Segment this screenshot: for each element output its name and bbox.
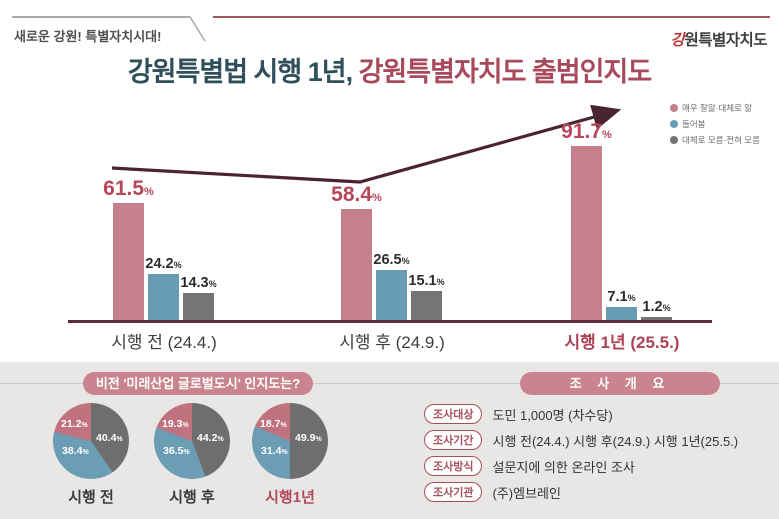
bar-unknown-one-year [641,317,672,320]
title-part-2: 강원특별자치도 출범인지도 [358,57,653,87]
survey-badge-method: 조사방식 [424,456,483,476]
legend-dot-heard [670,120,678,128]
survey-row-target: 조사대상 도민 1,000명 (차수당) [424,401,738,427]
survey-overview: 조사대상 도민 1,000명 (차수당) 조사기간 시행 전(24.4.) 시행… [424,401,738,505]
survey-badge-agency: 조사기관 [424,482,483,502]
bar-unknown-before [183,292,214,320]
pie-caption-after: 시행 후 [169,489,215,506]
page-title: 강원특별법 시행 1년, 강원특별자치도 출범인지도 [0,50,779,89]
pie-block-one-year: 18.7% 31.4% 49.9% 시행1년 [240,403,340,507]
legend-item-know: 매우 잘앎·대체로 앎 [670,102,760,114]
bar-col: 1.2% [641,299,672,320]
bar-col: 91.7% [561,120,612,320]
legend-dot-know [670,104,678,112]
bar-know-before [113,203,144,320]
x-label-before: 시행 전 (24.4.) [111,333,217,352]
survey-badge-period: 조사기간 [424,430,483,450]
legend-item-heard: 들어봄 [670,118,760,130]
bar-col: 7.1% [606,289,637,320]
survey-value-agency: (주)엠브레인 [492,485,561,501]
bar-col: 24.2% [145,256,182,320]
bar-value: 26.5% [373,251,410,268]
bar-col: 61.5% [103,177,154,320]
bar-value: 1.2% [642,299,671,315]
survey-row-agency: 조사기관 (주)엠브레인 [424,479,738,505]
pie-block-after: 19.3% 36.5% 44.2% 시행 후 [142,403,242,507]
x-label-one-year: 시행 1년 (25.5.) [564,333,680,352]
gangwon-logo: 강원특별자치도 [670,28,768,50]
legend-dot-unknown [670,136,678,144]
pie-value-unknown: 44.2% [197,432,224,444]
bar-chart: 매우 잘앎·대체로 앎 들어봄 대체로 모름·전혀 모름 61.5% 24.2% [0,100,779,362]
logo-rest: 원특별자치도 [684,32,767,49]
pie-value-heard: 38.4% [62,445,89,457]
logo-first-char: 강 [670,32,685,49]
pie-value-know: 21.2% [61,418,88,430]
pie-block-before: 21.2% 38.4% 40.4% 시행 전 [41,403,141,507]
pie-value-know: 18.7% [260,418,287,430]
pie-caption-before: 시행 전 [68,489,114,506]
title-part-1: 강원특별법 시행 1년, [127,57,359,87]
bar-group-before: 61.5% 24.2% 14.3% [103,177,217,320]
pie-caption-one-year: 시행1년 [265,489,315,506]
divider-line [0,383,779,384]
survey-badge-target: 조사대상 [424,404,483,424]
pie-chart-after: 19.3% 36.5% 44.2% [154,403,230,479]
bar-heard-after [376,269,407,320]
tagline: 새로운 강원! 특별자치시대! [14,29,162,44]
legend-label-unknown: 대체로 모름·전혀 모름 [682,135,760,145]
pie-value-heard: 31.4% [261,445,288,457]
bar-value: 91.7% [561,119,612,143]
bar-value: 15.1% [408,273,445,290]
survey-row-period: 조사기간 시행 전(24.4.) 시행 후(24.9.) 시행 1년(25.5.… [424,427,738,453]
pie-value-heard: 36.5% [163,445,190,457]
vision-header-pill: 비전 '미래산업 글로벌도시' 인지도는? [83,372,313,395]
bar-unknown-after [411,291,442,320]
bar-value: 14.3% [180,274,217,291]
survey-row-method: 조사방식 설문지에 의한 온라인 조사 [424,453,738,479]
bar-value: 61.5% [103,177,154,201]
x-label-after: 시행 후 (24.9.) [339,333,445,352]
pie-chart-before: 21.2% 38.4% 40.4% [53,403,129,479]
bar-group-after: 58.4% 26.5% 15.1% [331,183,445,320]
bar-group-one-year: 91.7% 7.1% 1.2% [561,120,672,320]
pie-value-unknown: 49.9% [295,432,322,444]
bar-col: 58.4% [331,183,382,320]
header-accent-lines [12,16,770,42]
pie-value-know: 19.3% [162,418,189,430]
chart-legend: 매우 잘앎·대체로 앎 들어봄 대체로 모름·전혀 모름 [670,102,760,150]
survey-value-period: 시행 전(24.4.) 시행 후(24.9.) 시행 1년(25.5.) [492,433,739,449]
survey-value-method: 설문지에 의한 온라인 조사 [492,459,635,475]
bar-value: 7.1% [607,288,636,305]
survey-value-target: 도민 1,000명 (차수당) [492,407,613,423]
legend-label-know: 매우 잘앎·대체로 앎 [682,103,753,113]
pie-value-unknown: 40.4% [96,432,123,444]
bottom-panel: 비전 '미래산업 글로벌도시' 인지도는? 조 사 개 요 21.2% 38.4… [0,362,779,519]
pie-chart-one-year: 18.7% 31.4% 49.9% [252,403,328,479]
bar-col: 26.5% [373,251,410,320]
bar-col: 14.3% [180,274,217,320]
bar-heard-before [148,274,179,320]
survey-overview-pill: 조 사 개 요 [520,372,720,395]
bar-heard-one-year [606,306,637,320]
x-axis-line [68,320,712,323]
bar-know-after [341,209,372,320]
bar-value: 58.4% [331,183,382,207]
bar-value: 24.2% [145,256,182,273]
legend-item-unknown: 대체로 모름·전혀 모름 [670,134,760,146]
bar-know-one-year [571,145,602,320]
legend-label-heard: 들어봄 [682,119,706,129]
bar-col: 15.1% [408,273,445,320]
